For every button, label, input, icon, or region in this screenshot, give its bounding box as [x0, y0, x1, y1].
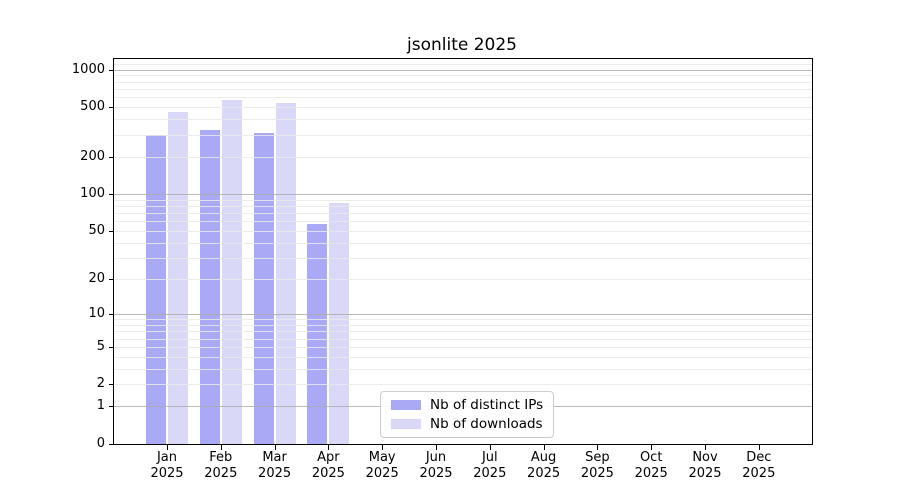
x-tick-label-jan: Jan 2025 — [135, 450, 199, 482]
y-tick-mark — [109, 156, 113, 158]
chart-title: jsonlite 2025 — [407, 35, 517, 55]
gridline-minor — [114, 75, 812, 77]
y-tick-label: 200 — [80, 148, 105, 164]
y-tick-label: 1 — [96, 398, 105, 414]
x-tick-label-feb: Feb 2025 — [189, 450, 253, 482]
bar-distinct-ips-jan — [146, 135, 166, 444]
x-tick-year: 2025 — [688, 466, 722, 481]
x-tick-mark — [220, 445, 222, 450]
x-tick-label-may: May 2025 — [350, 450, 414, 482]
gridline-minor — [114, 88, 812, 90]
x-tick-mark — [436, 445, 437, 450]
legend-swatch — [391, 400, 421, 410]
bar-distinct-ips-apr — [307, 223, 328, 444]
legend-item: Nb of downloads — [391, 416, 543, 432]
y-tick-label: 10 — [88, 306, 105, 322]
y-tick-mark — [109, 444, 113, 445]
x-tick-year: 2025 — [365, 466, 399, 481]
x-tick-mark — [167, 445, 168, 450]
x-tick-label-aug: Aug 2025 — [512, 450, 576, 482]
x-tick-label-jun: Jun 2025 — [404, 450, 468, 482]
x-tick-year: 2025 — [580, 466, 614, 481]
plot-area: 0 1 2 5 10 20 50 100 200 500 1000 Jan 2025 Feb 2025 Mar… — [72, 58, 813, 481]
y-tick-label: 500 — [80, 99, 105, 115]
bar-downloads-feb — [221, 99, 242, 444]
y-tick-label: 2 — [96, 376, 105, 392]
gridline-minor — [114, 64, 812, 66]
x-tick-label-dec: Dec 2025 — [727, 450, 791, 482]
x-tick-mark — [274, 445, 276, 450]
x-tick-mark — [758, 445, 760, 450]
bar-distinct-ips-mar — [253, 132, 274, 444]
x-tick-label-apr: Apr 2025 — [296, 450, 360, 482]
x-tick-year: 2025 — [150, 466, 184, 481]
x-tick-year: 2025 — [204, 466, 238, 481]
bar-downloads-jan — [168, 111, 188, 444]
y-tick-mark — [109, 314, 113, 316]
x-tick-year: 2025 — [473, 466, 507, 481]
x-tick-mark — [543, 445, 545, 450]
legend-swatch — [391, 419, 421, 429]
y-tick-label: 5 — [96, 338, 105, 354]
legend: Nb of distinct IPs Nb of downloads — [380, 391, 555, 438]
bar-downloads-apr — [329, 203, 350, 444]
gridline-major — [114, 69, 812, 71]
y-tick-mark — [109, 107, 113, 109]
y-tick-mark — [109, 346, 113, 348]
y-tick-mark — [109, 384, 113, 386]
y-tick-mark — [109, 193, 113, 195]
y-tick-mark — [109, 69, 113, 71]
x-tick-year: 2025 — [311, 466, 345, 481]
y-tick-label: 20 — [88, 270, 105, 286]
x-tick-label-oct: Oct 2025 — [619, 450, 683, 482]
y-tick-label: 50 — [88, 222, 105, 238]
x-tick-label-jul: Jul 2025 — [458, 450, 522, 482]
y-tick-label: 1000 — [71, 61, 105, 77]
legend-label: Nb of downloads — [430, 416, 543, 432]
x-tick-mark — [597, 445, 599, 450]
legend-label: Nb of distinct IPs — [430, 397, 544, 413]
x-tick-label-nov: Nov 2025 — [673, 450, 737, 482]
x-tick-year: 2025 — [742, 466, 776, 481]
x-tick-mark — [705, 445, 706, 450]
x-tick-label-sep: Sep 2025 — [565, 450, 629, 482]
x-tick-mark — [382, 445, 384, 450]
gridline-minor — [114, 97, 812, 99]
x-tick-year: 2025 — [258, 466, 292, 481]
x-tick-label-mar: Mar 2025 — [243, 450, 307, 482]
gridline-minor — [114, 107, 812, 109]
gridline-minor — [114, 81, 812, 83]
x-tick-mark — [328, 445, 330, 450]
legend-item: Nb of distinct IPs — [391, 397, 543, 413]
y-tick-mark — [109, 230, 113, 232]
y-tick-mark — [109, 406, 113, 408]
x-tick-mark — [651, 445, 653, 450]
bar-distinct-ips-feb — [199, 129, 220, 444]
y-tick-label: 100 — [80, 185, 105, 201]
gridline-minor — [114, 119, 812, 121]
x-tick-year: 2025 — [527, 466, 561, 481]
x-tick-mark — [489, 445, 491, 450]
y-tick-mark — [109, 278, 113, 280]
x-tick-year: 2025 — [634, 466, 668, 481]
bar-downloads-mar — [275, 102, 296, 444]
y-tick-label: 0 — [96, 436, 105, 451]
x-tick-year: 2025 — [419, 466, 453, 481]
